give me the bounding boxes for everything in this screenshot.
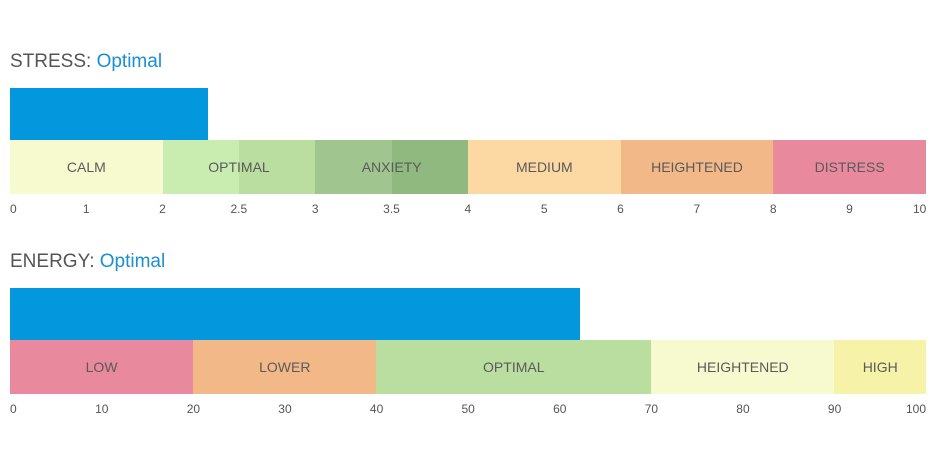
- stress-zone-label: ANXIETY: [361, 159, 422, 175]
- stress-zone-distress: [773, 140, 926, 194]
- stress-zone-calm: [10, 140, 163, 194]
- stress-tick-label: 6: [617, 202, 624, 216]
- energy-value-bar: 62.20: [10, 288, 926, 340]
- stress-zone-label: HEIGHTENED: [651, 159, 743, 175]
- energy-zone-label: LOW: [85, 359, 118, 375]
- stress-tick-label: 4: [464, 202, 472, 216]
- stress-tick-label: 1: [82, 202, 90, 216]
- energy-tick-label: 30: [278, 402, 292, 416]
- energy-zone-label: OPTIMAL: [483, 359, 545, 375]
- stress-tick-label: 5: [540, 202, 548, 216]
- stress-value-bar: 2.30: [10, 88, 926, 140]
- energy-status: Optimal: [99, 251, 166, 272]
- energy-tick-label: 60: [553, 402, 567, 416]
- stress-tick-label: 2.5: [230, 202, 248, 216]
- energy-title: ENERGY: Optimal: [10, 248, 926, 276]
- stress-zone-label: CALM: [66, 159, 106, 175]
- stress-zone-optimal-shade: [162, 140, 239, 194]
- energy-zone-label: HIGH: [862, 359, 898, 375]
- stress-zones: CALM OPTIMAL ANXIETY MEDIUM HEIGHTENED DISTRE…: [10, 140, 926, 194]
- stress-title: STRESS: Optimal: [10, 48, 926, 76]
- stress-zone-heightened: [620, 140, 774, 194]
- stress-tick-label: 7: [693, 202, 701, 216]
- energy-tick-label: 100: [906, 402, 927, 416]
- energy-tick-label: 70: [644, 402, 659, 416]
- energy-zone-optimal: [376, 340, 652, 394]
- stress-zone-label: OPTIMAL: [208, 159, 270, 175]
- stress-value-fill: [10, 88, 209, 140]
- stress-tick-label: 9: [846, 202, 853, 216]
- stress-value-label: 2.30: [877, 103, 914, 124]
- stress-title-label: STRESS:: [10, 51, 97, 72]
- stress-tick-label: 10: [913, 202, 927, 216]
- energy-tick-label: 50: [461, 402, 475, 416]
- energy-zones: LOW LOWER OPTIMAL HEIGHTENED HIGH: [10, 340, 926, 394]
- energy-value-label: 62.20: [866, 303, 914, 324]
- energy-zone-high: [834, 340, 926, 394]
- energy-chart: ENERGY: Optimal 62.20 LOW LOWER OPTIMAL HEI…: [10, 248, 926, 418]
- energy-ticks: 0 10 20 30 40 50 60 70 80 90 100: [10, 394, 926, 418]
- energy-zone-label: LOWER: [259, 359, 311, 375]
- stress-tick-label: 2: [159, 202, 166, 216]
- energy-title-label: ENERGY:: [10, 251, 100, 272]
- stress-status: Optimal: [96, 51, 163, 72]
- energy-zone-label: HEIGHTENED: [696, 359, 789, 375]
- stress-tick-label: 3: [311, 202, 319, 216]
- stress-zone-label: DISTRESS: [814, 159, 885, 175]
- stress-ticks: 0 1 2 2.5 3 3.5 4 5 6 7 8 9 10: [10, 194, 926, 218]
- stress-zone-anxiety-shade: [315, 140, 392, 194]
- energy-zone-heightened: [651, 340, 835, 394]
- stress-tick-label: 3.5: [383, 202, 400, 216]
- stress-tick-label: 0: [10, 202, 17, 216]
- stress-chart: STRESS: Optimal 2.30 CALM OPTIMAL ANXIETY M…: [10, 48, 926, 218]
- energy-zone-lower: [193, 340, 377, 394]
- energy-tick-label: 40: [369, 402, 384, 416]
- energy-tick-label: 90: [827, 402, 842, 416]
- energy-tick-label: 0: [10, 402, 17, 416]
- stress-zone-medium: [468, 140, 621, 194]
- energy-tick-label: 80: [736, 402, 750, 416]
- energy-value-fill: [10, 288, 580, 340]
- energy-tick-label: 20: [186, 402, 201, 416]
- energy-tick-label: 10: [95, 402, 109, 416]
- stress-tick-label: 8: [769, 202, 777, 216]
- energy-zone-low: [10, 340, 194, 394]
- stress-zone-label: MEDIUM: [515, 159, 573, 175]
